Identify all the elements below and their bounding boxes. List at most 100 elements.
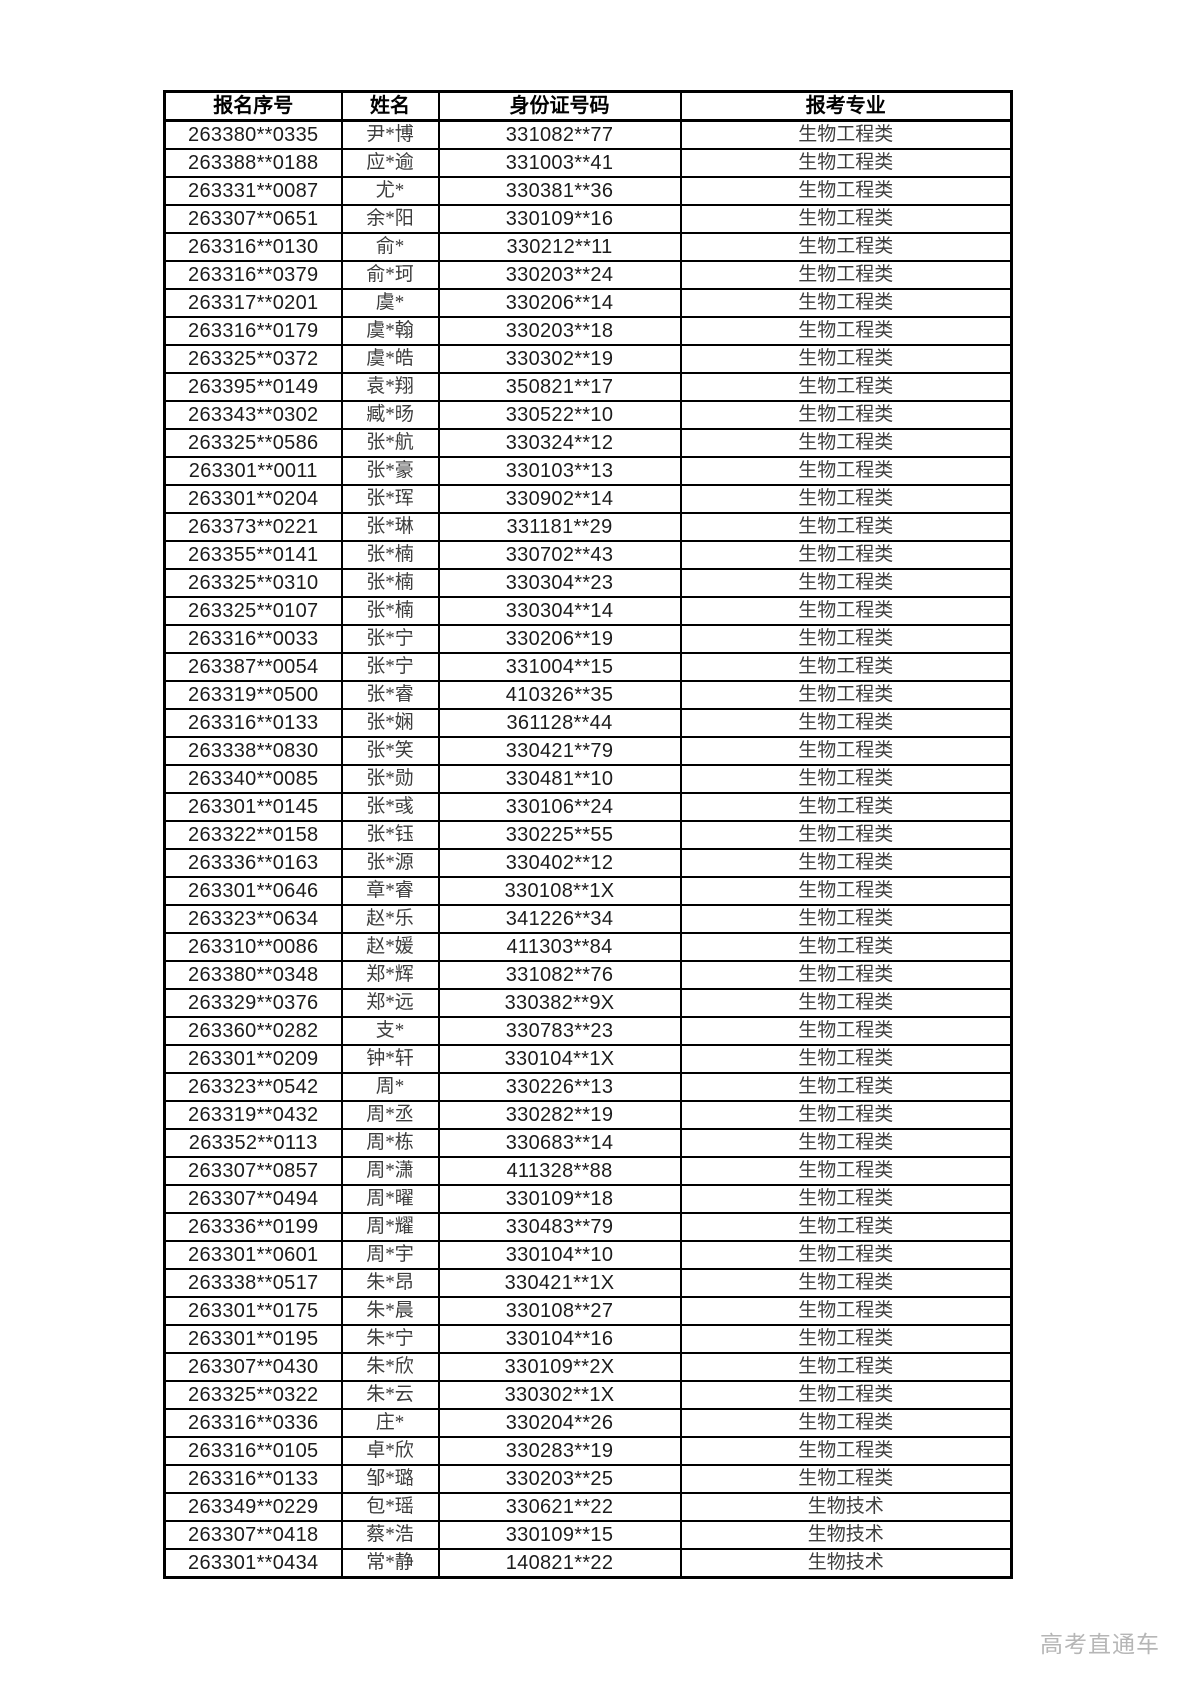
major-cell: 生物工程类 (679, 1212, 1013, 1242)
name-cell: 张*琳 (340, 512, 440, 542)
table-row: 263301**0145 张*彧 330106**24 生物工程类 (163, 792, 1013, 822)
applicant-roster-table-wrap: 报名序号 姓名 身份证号码 报考专业 263380**0335 尹*博 331082… (163, 90, 1013, 1579)
major-cell: 生物工程类 (679, 1128, 1013, 1158)
name-cell: 章*睿 (340, 876, 440, 906)
registration-number-cell: 263317**0201 (163, 288, 343, 318)
id-number-cell: 411303**84 (437, 932, 682, 962)
major-cell: 生物工程类 (679, 960, 1013, 990)
major-cell: 生物工程类 (679, 736, 1013, 766)
id-number-cell: 330683**14 (437, 1128, 682, 1158)
table-row: 263316**0130 俞* 330212**11 生物工程类 (163, 232, 1013, 262)
table-row: 263301**0175 朱*晨 330108**27 生物工程类 (163, 1296, 1013, 1326)
registration-number-cell: 263307**0651 (163, 204, 343, 234)
id-number-cell: 330402**12 (437, 848, 682, 878)
major-cell: 生物工程类 (679, 708, 1013, 738)
id-number-cell: 330109**16 (437, 204, 682, 234)
id-number-cell: 331082**77 (437, 119, 682, 150)
name-cell: 张*睿 (340, 680, 440, 710)
name-cell: 周* (340, 1072, 440, 1102)
table-row: 263316**0336 庄* 330204**26 生物工程类 (163, 1408, 1013, 1438)
registration-number-cell: 263319**0500 (163, 680, 343, 710)
name-cell: 周*潇 (340, 1156, 440, 1186)
name-cell: 张*娴 (340, 708, 440, 738)
id-number-cell: 330522**10 (437, 400, 682, 430)
name-cell: 蔡*浩 (340, 1520, 440, 1550)
table-row: 263360**0282 支* 330783**23 生物工程类 (163, 1016, 1013, 1046)
major-cell: 生物技术 (679, 1520, 1013, 1550)
major-cell: 生物工程类 (679, 456, 1013, 486)
major-cell: 生物技术 (679, 1548, 1013, 1579)
id-number-cell: 330302**1X (437, 1380, 682, 1410)
table-row: 263301**0601 周*宇 330104**10 生物工程类 (163, 1240, 1013, 1270)
registration-number-cell: 263387**0054 (163, 652, 343, 682)
name-cell: 臧*旸 (340, 400, 440, 430)
registration-number-cell: 263316**0033 (163, 624, 343, 654)
registration-number-cell: 263325**0586 (163, 428, 343, 458)
registration-number-cell: 263301**0209 (163, 1044, 343, 1074)
id-number-cell: 331003**41 (437, 148, 682, 178)
table-row: 263316**0133 张*娴 361128**44 生物工程类 (163, 708, 1013, 738)
table-row: 263301**0195 朱*宁 330104**16 生物工程类 (163, 1324, 1013, 1354)
registration-number-cell: 263323**0542 (163, 1072, 343, 1102)
name-cell: 郑*远 (340, 988, 440, 1018)
major-cell: 生物工程类 (679, 596, 1013, 626)
registration-number-cell: 263307**0494 (163, 1184, 343, 1214)
major-cell: 生物工程类 (679, 1240, 1013, 1270)
table-row: 263331**0087 尤* 330381**36 生物工程类 (163, 176, 1013, 206)
name-cell: 应*逾 (340, 148, 440, 178)
major-cell: 生物工程类 (679, 848, 1013, 878)
major-cell: 生物工程类 (679, 1324, 1013, 1354)
table-row: 263343**0302 臧*旸 330522**10 生物工程类 (163, 400, 1013, 430)
major-cell: 生物工程类 (679, 288, 1013, 318)
name-cell: 朱*昂 (340, 1268, 440, 1298)
id-number-cell: 330302**19 (437, 344, 682, 374)
applicant-roster-table: 报名序号 姓名 身份证号码 报考专业 263380**0335 尹*博 331082… (163, 90, 1013, 1579)
name-cell: 周*丞 (340, 1100, 440, 1130)
major-cell: 生物工程类 (679, 652, 1013, 682)
id-number-cell: 330483**79 (437, 1212, 682, 1242)
name-cell: 常*静 (340, 1548, 440, 1579)
watermark-text: 高考直通车 (1040, 1632, 1160, 1658)
table-row: 263325**0107 张*楠 330304**14 生物工程类 (163, 596, 1013, 626)
registration-number-cell: 263325**0372 (163, 344, 343, 374)
table-row: 263307**0651 余*阳 330109**16 生物工程类 (163, 204, 1013, 234)
registration-number-cell: 263340**0085 (163, 764, 343, 794)
table-row: 263336**0199 周*耀 330483**79 生物工程类 (163, 1212, 1013, 1242)
name-cell: 朱*欣 (340, 1352, 440, 1382)
table-row: 263310**0086 赵*媛 411303**84 生物工程类 (163, 932, 1013, 962)
table-row: 263323**0634 赵*乐 341226**34 生物工程类 (163, 904, 1013, 934)
registration-number-cell: 263301**0434 (163, 1548, 343, 1579)
name-cell: 虞*翰 (340, 316, 440, 346)
registration-number-cell: 263319**0432 (163, 1100, 343, 1130)
registration-number-cell: 263352**0113 (163, 1128, 343, 1158)
registration-number-cell: 263316**0133 (163, 708, 343, 738)
major-cell: 生物工程类 (679, 1100, 1013, 1130)
table-row: 263301**0646 章*睿 330108**1X 生物工程类 (163, 876, 1013, 906)
name-cell: 朱*晨 (340, 1296, 440, 1326)
name-cell: 张*钰 (340, 820, 440, 850)
table-row: 263301**0011 张*豪 330103**13 生物工程类 (163, 456, 1013, 486)
major-cell: 生物工程类 (679, 260, 1013, 290)
id-number-cell: 330481**10 (437, 764, 682, 794)
major-cell: 生物工程类 (679, 1016, 1013, 1046)
registration-number-cell: 263301**0601 (163, 1240, 343, 1270)
table-row: 263325**0310 张*楠 330304**23 生物工程类 (163, 568, 1013, 598)
id-number-cell: 330203**24 (437, 260, 682, 290)
registration-number-cell: 263349**0229 (163, 1492, 343, 1522)
registration-number-cell: 263380**0348 (163, 960, 343, 990)
table-row: 263301**0434 常*静 140821**22 生物技术 (163, 1548, 1013, 1579)
registration-number-cell: 263316**0336 (163, 1408, 343, 1438)
registration-number-cell: 263316**0130 (163, 232, 343, 262)
name-cell: 支* (340, 1016, 440, 1046)
major-cell: 生物工程类 (679, 148, 1013, 178)
id-number-cell: 330109**15 (437, 1520, 682, 1550)
table-row: 263319**0500 张*睿 410326**35 生物工程类 (163, 680, 1013, 710)
major-cell: 生物工程类 (679, 1156, 1013, 1186)
id-number-cell: 331082**76 (437, 960, 682, 990)
id-number-cell: 330203**18 (437, 316, 682, 346)
name-cell: 张*楠 (340, 596, 440, 626)
registration-number-cell: 263331**0087 (163, 176, 343, 206)
table-row: 263316**0033 张*宁 330206**19 生物工程类 (163, 624, 1013, 654)
table-row: 263380**0348 郑*辉 331082**76 生物工程类 (163, 960, 1013, 990)
id-number-cell: 331181**29 (437, 512, 682, 542)
